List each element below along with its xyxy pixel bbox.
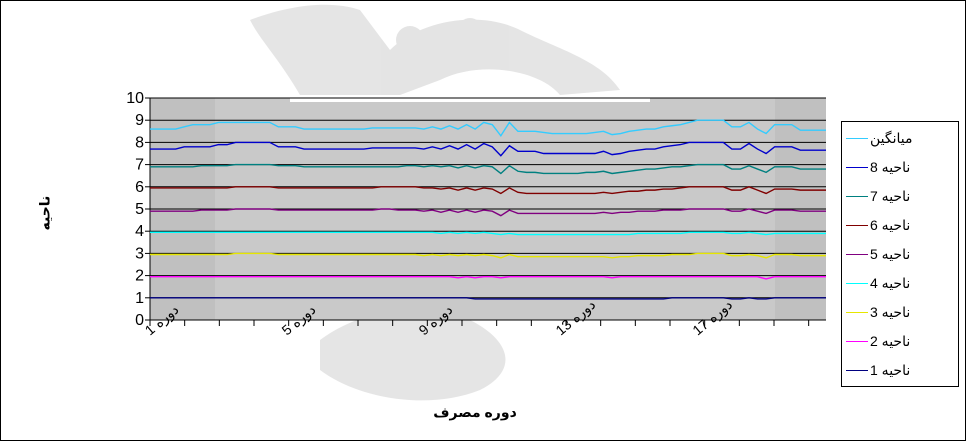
- x-axis-title: دوره مصرف: [433, 404, 517, 420]
- legend-swatch: [846, 254, 868, 255]
- y-tick-label-8: 8: [135, 134, 144, 151]
- series-line-7: [150, 252, 826, 259]
- legend-item: ناحیه 4: [846, 273, 956, 293]
- legend-item: ناحیه 8: [846, 157, 956, 177]
- plot-top-gap: [290, 96, 650, 102]
- y-tick-label-1: 1: [135, 290, 144, 307]
- series-line-2: [150, 141, 826, 157]
- y-tick-label-6: 6: [135, 179, 144, 196]
- legend-label: ناحیه 7: [870, 188, 911, 204]
- legend-label: ناحیه 5: [870, 246, 911, 262]
- legend-item: ناحیه 5: [846, 244, 956, 264]
- legend-item: ناحیه 7: [846, 186, 956, 206]
- legend: میانگین ناحیه 8 ناحیه 7 ناحیه 6 ناحیه 5 ناحیه…: [841, 121, 959, 387]
- series-line-9: [150, 297, 826, 300]
- legend-label: ناحیه 3: [870, 304, 911, 320]
- y-tick-label-4: 4: [135, 223, 144, 240]
- legend-swatch: [846, 312, 868, 313]
- legend-item: ناحیه 1: [846, 360, 956, 380]
- series-line-4: [150, 186, 826, 195]
- legend-swatch: [846, 196, 868, 197]
- legend-label: ناحیه 4: [870, 275, 911, 291]
- series-line-8: [150, 276, 826, 280]
- y-tick-label-3: 3: [135, 245, 144, 262]
- y-tick-label-5: 5: [135, 201, 144, 218]
- series-line-1: [150, 119, 826, 137]
- legend-item: میانگین: [846, 128, 956, 148]
- legend-item: ناحیه 6: [846, 215, 956, 235]
- y-tick-label-2: 2: [135, 268, 144, 285]
- legend-swatch: [846, 283, 868, 284]
- y-tick-label-10: 10: [126, 90, 144, 107]
- legend-item: ناحیه 3: [846, 302, 956, 322]
- legend-label: میانگین: [870, 130, 913, 146]
- legend-swatch: [846, 138, 868, 139]
- legend-label: ناحیه 1: [870, 362, 911, 378]
- legend-label: ناحیه 8: [870, 159, 911, 175]
- legend-label: ناحیه 2: [870, 333, 911, 349]
- legend-swatch: [846, 341, 868, 342]
- y-tick-label-9: 9: [135, 112, 144, 129]
- series-line-3: [150, 163, 826, 175]
- y-tick-label-7: 7: [135, 157, 144, 174]
- series-line-6: [150, 231, 826, 236]
- legend-swatch: [846, 225, 868, 226]
- series-line-5: [150, 208, 826, 217]
- y-tick-label-0: 0: [135, 312, 144, 329]
- legend-label: ناحیه 6: [870, 217, 911, 233]
- legend-swatch: [846, 167, 868, 168]
- legend-item: ناحیه 2: [846, 331, 956, 351]
- legend-swatch: [846, 370, 868, 371]
- y-axis-title: ناحیه: [36, 195, 53, 231]
